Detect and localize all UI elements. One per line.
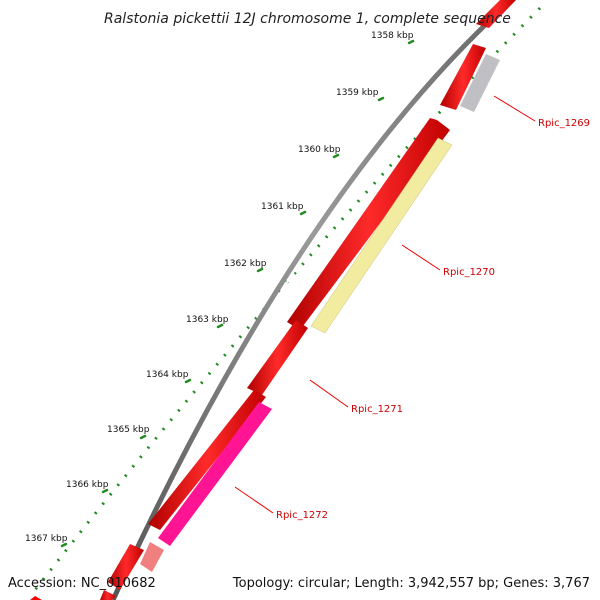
major-tick-marks [60,39,415,548]
gene-track [30,54,500,600]
forward-cds-track [100,0,516,600]
gene-Rpic_1272 [158,402,272,546]
cds-feature [440,44,486,110]
gene-Rpic_1270 [310,137,453,334]
tick-label-1359: 1359 kbp [336,88,379,98]
tick-label-1364: 1364 kbp [146,370,189,380]
tick-label-1362: 1362 kbp [224,259,267,269]
leader-Rpic_1271 [309,379,349,408]
gene-label-Rpic_1271[interactable]: Rpic_1271 [351,404,403,415]
cds-feature [247,320,308,395]
footer: Accession: NC_010682 Topology: circular;… [8,576,590,591]
leader-Rpic_1270 [401,244,441,271]
cds-feature [108,544,144,590]
leader-Rpic_1269 [493,95,536,122]
tick-label-1358: 1358 kbp [371,31,414,41]
cds-feature [287,118,450,330]
gene-Rpic_1269 [460,54,500,112]
accession-text: Accession: NC_010682 [8,576,156,591]
scale-dotted-arc [33,6,542,591]
scale-ticks [33,6,542,591]
tick-label-1360: 1360 kbp [298,145,341,155]
backbone [110,0,518,600]
gene-label-Rpic_1269[interactable]: Rpic_1269 [538,118,590,129]
cds-feature [476,0,516,28]
tick-label-1363: 1363 kbp [186,315,229,325]
cds-feature [148,390,266,530]
tick-labels: 1358 kbp 1359 kbp 1360 kbp 1361 kbp 1362… [25,31,414,544]
leader-Rpic_1272 [234,486,274,514]
backbone-outer [110,0,514,600]
tick-label-1367: 1367 kbp [25,534,68,544]
tick-label-1365: 1365 kbp [107,425,150,435]
backbone-inner [117,0,518,600]
gene-label-Rpic_1270[interactable]: Rpic_1270 [443,267,495,278]
gene-bottom [30,596,42,600]
map-title: Ralstonia pickettii 12J chromosome 1, co… [104,11,511,27]
tick-label-1366: 1366 kbp [66,480,109,490]
topology-summary: Topology: circular; Length: 3,942,557 bp… [232,576,590,591]
gene-label-Rpic_1272[interactable]: Rpic_1272 [276,510,328,521]
gene-callouts [234,95,536,514]
tick-label-1361: 1361 kbp [261,202,304,212]
gene-labels: Rpic_1269 Rpic_1270 Rpic_1271 Rpic_1272 [276,118,590,521]
cds-feature [100,590,116,600]
gene-faded [140,542,164,572]
